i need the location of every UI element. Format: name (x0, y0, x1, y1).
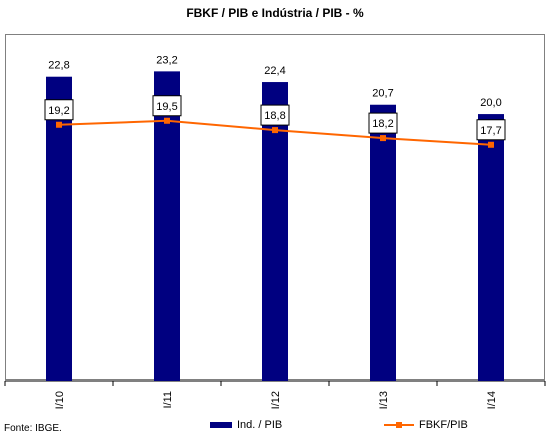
line-point-marker (56, 121, 62, 128)
chart-title: FBKF / PIB e Indústria / PIB - % (186, 6, 364, 20)
line-data-label-box (260, 104, 290, 126)
line-point-marker (164, 117, 170, 124)
source-note: Fonte: IBGE. (4, 423, 62, 434)
legend-item-bar: Ind. / PIB (210, 419, 282, 431)
x-tick-label: I/11 (162, 391, 174, 409)
x-tick-label: I/14 (486, 391, 498, 409)
bar-data-label: 20,7 (372, 88, 393, 100)
x-tick-label: I/13 (378, 391, 390, 409)
x-tick-label: I/12 (270, 391, 282, 409)
bar-I-14 (478, 114, 504, 382)
line-data-label-box (44, 99, 74, 121)
line-point-marker (488, 141, 494, 148)
line-point-marker (272, 127, 278, 134)
x-tick-label: I/10 (54, 391, 66, 409)
legend-swatch-line (384, 422, 414, 428)
bar-I-13 (370, 104, 396, 381)
bar-data-label: 20,0 (480, 97, 501, 109)
line-data-label-box (476, 119, 506, 141)
legend-item-line: FBKF/PIB (384, 419, 468, 431)
legend-swatch-bar (210, 422, 232, 428)
line-data-label-box (152, 95, 182, 117)
line-data-label: 19,2 (48, 105, 69, 117)
line-point-marker (380, 135, 386, 142)
bar-data-label: 22,8 (48, 60, 69, 72)
bar-data-label: 22,4 (264, 65, 285, 77)
legend-label-line: FBKF/PIB (419, 419, 468, 431)
line-data-label: 17,7 (480, 125, 501, 137)
bar-data-label: 23,2 (156, 54, 177, 66)
line-data-label: 18,8 (264, 110, 285, 122)
line-data-label-box (368, 112, 398, 134)
bar-I-12 (262, 82, 288, 382)
line-data-label: 18,2 (372, 118, 393, 130)
legend-label-bar: Ind. / PIB (237, 419, 283, 431)
line-data-label: 19,5 (156, 101, 177, 113)
